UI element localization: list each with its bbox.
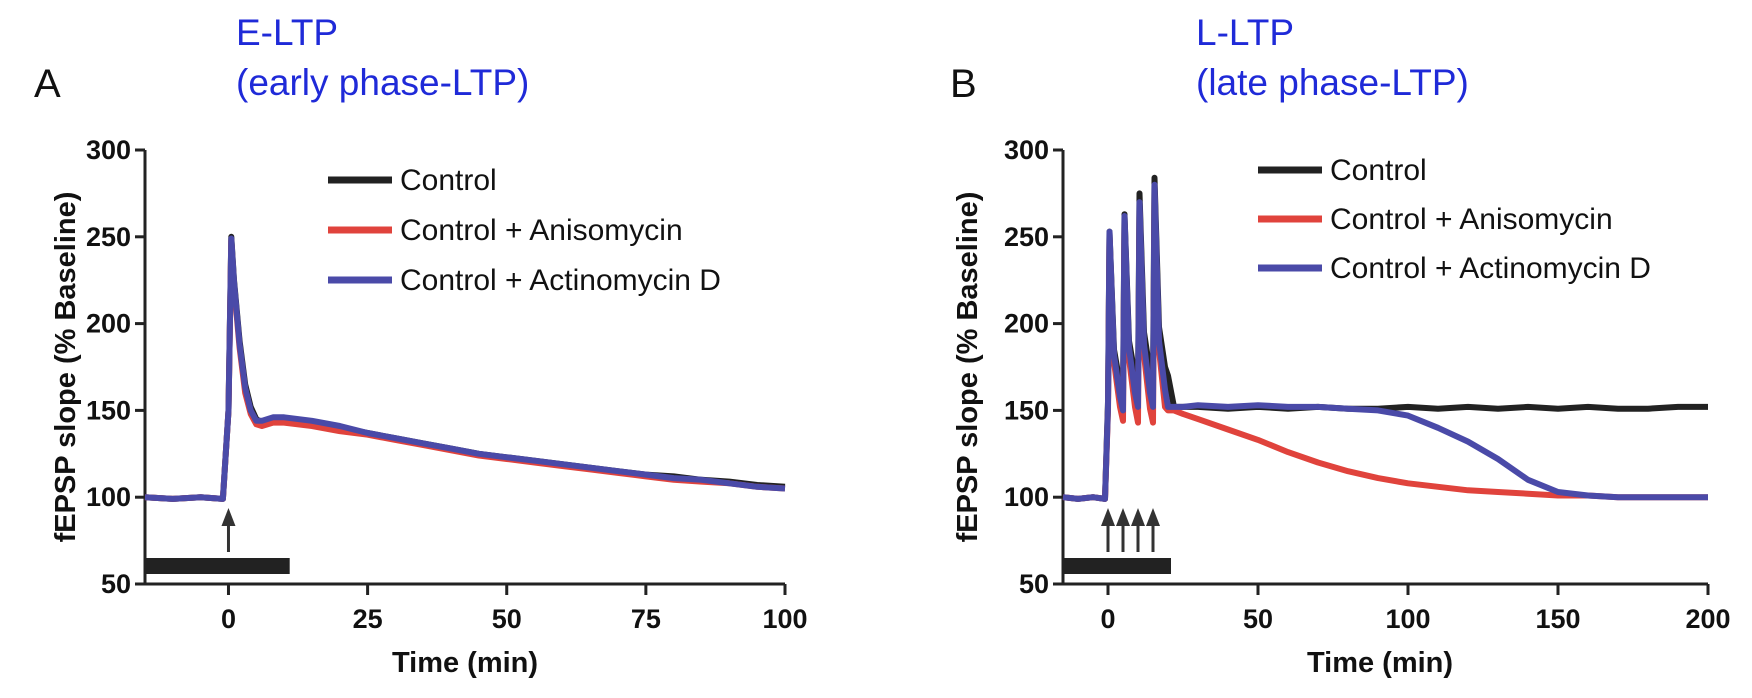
x-tick-label: 100 <box>762 604 807 634</box>
x-tick-label: 0 <box>1100 604 1115 634</box>
legend-label: Control <box>1330 154 1427 187</box>
y-tick-label: 250 <box>1004 222 1049 252</box>
legend-label: Control + Anisomycin <box>400 214 683 247</box>
panel-b-title: L-LTP <box>1196 12 1294 53</box>
y-tick-label: 200 <box>86 309 131 339</box>
panel-b-letter: B <box>950 62 977 106</box>
x-tick-label: 0 <box>221 604 236 634</box>
panel-a: E-LTP (early phase-LTP) A 50100150200250… <box>34 12 808 679</box>
panel-a-letter: A <box>34 62 61 106</box>
stimulus-arrow-icon <box>1101 508 1115 552</box>
panel-b-stimulus-bar <box>1063 558 1171 574</box>
legend-label: Control <box>400 164 497 197</box>
y-tick-label: 150 <box>86 395 131 425</box>
panel-a-subtitle: (early phase-LTP) <box>236 62 529 103</box>
panel-b-plot: 50 100 150 200 250 300 0 50 100 150 200 fEPSP slope… <box>952 135 1731 679</box>
y-tick-label: 50 <box>101 569 131 599</box>
panel-a-y-axis-label: fEPSP slope (% Baseline) <box>50 192 82 543</box>
panel-a-stimulus-bar <box>145 558 290 574</box>
x-tick-label: 50 <box>492 604 522 634</box>
panel-b-series-actinomycin-d <box>1062 181 1708 502</box>
y-tick-label: 50 <box>1019 569 1049 599</box>
y-tick-label: 300 <box>86 135 131 165</box>
x-tick-label: 50 <box>1243 604 1273 634</box>
stimulus-arrow-icon <box>1131 508 1145 552</box>
y-tick-label: 250 <box>86 222 131 252</box>
y-tick-label: 200 <box>1004 309 1049 339</box>
legend-label: Control + Anisomycin <box>1330 203 1613 236</box>
panel-b-y-axis-label: fEPSP slope (% Baseline) <box>952 192 984 543</box>
y-tick-label: 100 <box>1004 482 1049 512</box>
panel-a-title: E-LTP <box>236 12 338 53</box>
x-tick-label: 75 <box>631 604 661 634</box>
x-tick-label: 100 <box>1385 604 1430 634</box>
panel-a-series-actinomycin-d <box>144 235 786 502</box>
x-tick-label: 150 <box>1535 604 1580 634</box>
legend-label: Control + Actinomycin D <box>1330 252 1651 285</box>
panel-a-x-axis-label: Time (min) <box>392 647 538 679</box>
x-tick-label: 25 <box>353 604 383 634</box>
y-tick-label: 100 <box>86 482 131 512</box>
panel-b-subtitle: (late phase-LTP) <box>1196 62 1469 103</box>
x-tick-label: 200 <box>1685 604 1730 634</box>
panel-b: L-LTP (late phase-LTP) B 50 100 150 200 250 3… <box>950 12 1731 679</box>
stimulus-arrow-icon <box>221 508 236 552</box>
stimulus-arrow-icon <box>1116 508 1130 552</box>
y-tick-label: 150 <box>1004 395 1049 425</box>
y-tick-label: 300 <box>1004 135 1049 165</box>
legend-label: Control + Actinomycin D <box>400 264 721 297</box>
stimulus-arrow-icon <box>1146 508 1160 552</box>
panel-b-x-axis-label: Time (min) <box>1307 647 1453 679</box>
